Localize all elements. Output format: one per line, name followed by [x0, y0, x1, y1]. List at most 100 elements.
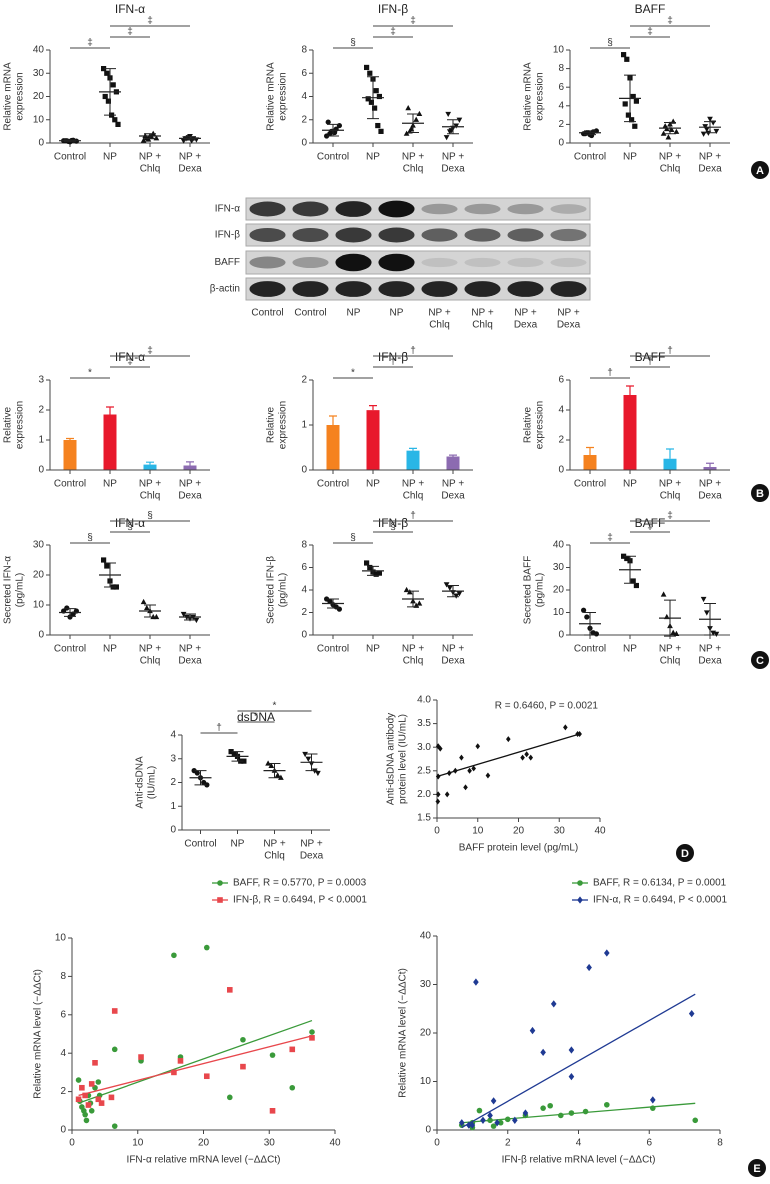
- data-point: [367, 70, 373, 76]
- data-point: [660, 591, 667, 597]
- data-point: [140, 598, 147, 605]
- sd-whisker: [64, 608, 76, 617]
- data-point: [138, 1054, 144, 1060]
- data-point: [373, 571, 379, 577]
- data-point: [622, 101, 628, 107]
- data-point: [373, 88, 379, 94]
- y-tick-label: 2: [60, 1086, 66, 1097]
- data-point: [512, 1116, 518, 1124]
- y-tick-label: 8: [301, 45, 307, 56]
- data-point: [443, 582, 450, 588]
- data-point: [540, 1105, 546, 1111]
- x-tick-label: Control: [54, 644, 86, 655]
- data-point: [692, 1117, 699, 1124]
- chart-title: IFN-α: [115, 2, 145, 16]
- data-point: [630, 578, 636, 584]
- significance-label: §: [350, 38, 356, 49]
- data-point: [673, 128, 680, 134]
- blot-band: [464, 203, 501, 215]
- blot-band: [378, 200, 415, 218]
- bar: [183, 465, 197, 470]
- panel-badge: [751, 161, 769, 179]
- error-bar: [106, 406, 114, 415]
- y-axis-label: (pg/mL): [278, 573, 289, 607]
- significance-label: ‡: [647, 27, 653, 38]
- y-axis-label: expression: [278, 72, 289, 120]
- x-tick-label: Control: [54, 479, 86, 490]
- x-tick-label: NP: [366, 479, 380, 490]
- blot-band: [507, 203, 544, 215]
- error-bar: [186, 461, 194, 466]
- data-point: [445, 111, 452, 118]
- y-tick-label: 6: [60, 1009, 66, 1020]
- significance-label: §: [127, 522, 133, 533]
- data-point: [81, 1108, 87, 1114]
- x-tick-label: NP: [103, 152, 117, 163]
- sd-whisker: [447, 119, 459, 135]
- y-tick-label: 2: [301, 375, 307, 386]
- data-point: [368, 99, 374, 105]
- x-tick-label: Dexa: [178, 656, 202, 667]
- data-point: [309, 1035, 315, 1041]
- y-tick-label: 8: [60, 971, 66, 982]
- y-tick-label: 3: [38, 375, 44, 386]
- data-point: [140, 137, 147, 143]
- data-point: [471, 765, 476, 772]
- data-point: [269, 1108, 276, 1114]
- blot-lane-label: Control: [294, 308, 326, 319]
- sd-whisker: [664, 122, 676, 135]
- bar: [446, 456, 460, 470]
- x-axis-label: IFN-β relative mRNA level (−ΔΔCt): [502, 1155, 656, 1166]
- error-bar: [409, 447, 417, 451]
- data-point: [453, 593, 460, 599]
- significance-label: ‡: [127, 27, 133, 38]
- x-tick-label: Dexa: [178, 164, 202, 175]
- y-axis-label: Secreted BAFF: [523, 556, 534, 624]
- sd-whisker: [327, 123, 339, 137]
- significance-label: ‡: [607, 533, 613, 544]
- data-point: [459, 754, 464, 761]
- x-tick-label: NP +: [699, 479, 721, 490]
- y-axis-label: Relative mRNA: [3, 62, 14, 131]
- y-tick-label: 2: [301, 114, 307, 125]
- data-point: [241, 758, 247, 764]
- error-bar: [329, 415, 337, 425]
- blot-lane-label: NP: [390, 308, 404, 319]
- bar: [703, 467, 717, 470]
- error-bar: [146, 461, 154, 465]
- y-axis-label: protein level (IU/mL): [398, 714, 409, 804]
- y-tick-label: 0: [301, 138, 307, 149]
- y-tick-label: 6: [301, 68, 307, 79]
- data-point: [305, 756, 312, 762]
- x-tick-label: Chlq: [403, 491, 424, 502]
- y-tick-label: 0: [425, 1125, 431, 1136]
- data-point: [95, 1079, 102, 1085]
- sd-whisker: [367, 565, 379, 576]
- y-axis-label: Relative mRNA level (−ΔΔCt): [33, 969, 44, 1099]
- data-point: [265, 760, 271, 766]
- data-point: [670, 629, 677, 635]
- x-tick-label: NP +: [402, 479, 424, 490]
- y-axis-label: (pg/mL): [535, 573, 546, 607]
- blot-band: [335, 281, 372, 297]
- data-point: [227, 987, 233, 993]
- y-tick-label: 0: [558, 138, 564, 149]
- sd-whisker: [624, 74, 636, 123]
- significance-label: *: [273, 701, 277, 712]
- data-point: [240, 1063, 246, 1070]
- blot-row-label: BAFF: [214, 257, 240, 268]
- data-point: [630, 93, 636, 100]
- chart-title: IFN-β: [378, 2, 408, 16]
- bar: [366, 410, 380, 470]
- x-tick-label: NP: [366, 644, 380, 655]
- blot-strip: [245, 197, 591, 221]
- data-point: [180, 611, 187, 618]
- x-tick-label: Control: [574, 644, 606, 655]
- data-point: [376, 570, 382, 576]
- data-point: [568, 1073, 575, 1081]
- x-tick-label: Control: [574, 479, 606, 490]
- data-point: [469, 1121, 476, 1129]
- blot-band: [378, 253, 415, 272]
- x-tick-label: Dexa: [441, 491, 465, 502]
- data-point: [364, 560, 370, 566]
